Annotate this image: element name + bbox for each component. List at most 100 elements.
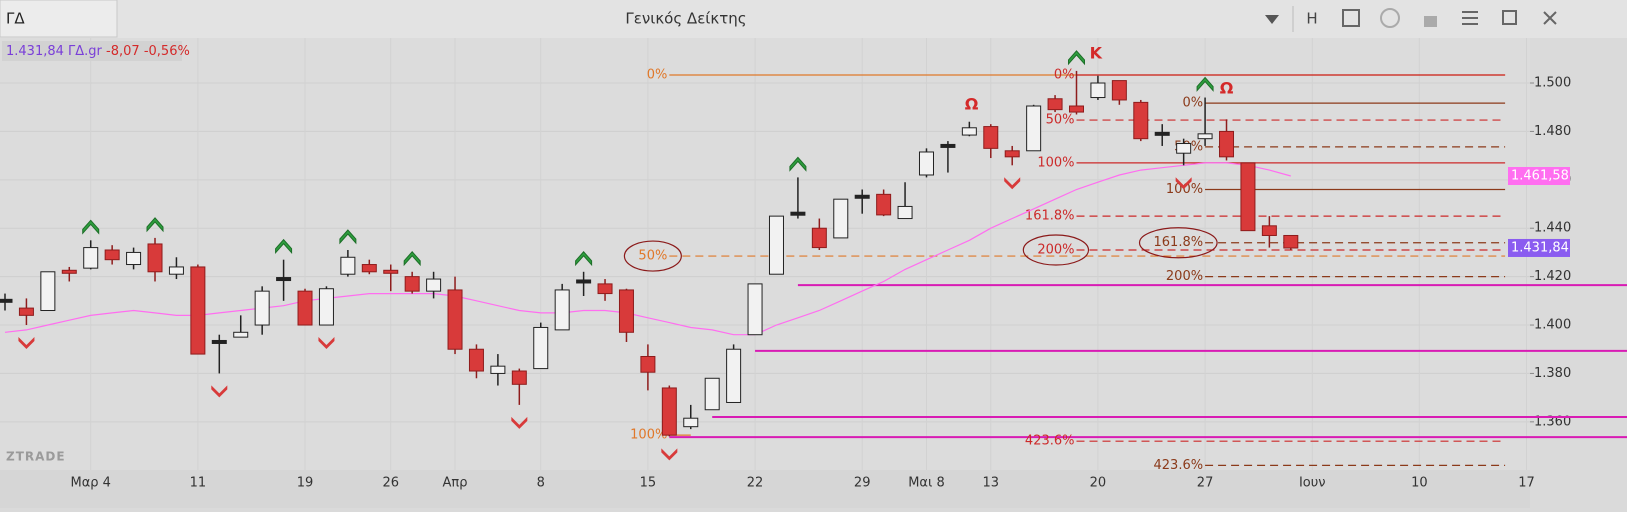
- x-tick-label: 22: [747, 476, 764, 491]
- candle-body: [1283, 234, 1299, 249]
- price-tag: [1508, 238, 1570, 257]
- fib-label: 161.8%: [1154, 235, 1204, 250]
- candle-body: [618, 289, 634, 333]
- comment-icon[interactable]: [1380, 8, 1400, 28]
- candle-body: [404, 276, 420, 292]
- candle-body: [918, 151, 934, 176]
- fib-label: 0%: [647, 68, 668, 83]
- candle-body: [276, 277, 292, 282]
- x-tick-label: 17: [1518, 476, 1535, 491]
- fib-label: 0%: [1054, 68, 1075, 83]
- candle-body: [126, 251, 142, 266]
- candle-body: [447, 289, 463, 350]
- candle-body: [61, 269, 77, 274]
- signal-down: [661, 448, 678, 461]
- quote-price: 1.431,84: [6, 44, 64, 59]
- candle-body: [0, 298, 13, 303]
- candle-body: [104, 249, 120, 261]
- toolbar: [0, 0, 1627, 38]
- candle-body: [511, 370, 527, 385]
- fib-label: 0%: [1182, 96, 1203, 111]
- fib-circle: [1022, 234, 1090, 266]
- fib-label: 200%: [1166, 269, 1203, 284]
- candle-body: [361, 264, 377, 273]
- candle-body: [854, 194, 870, 199]
- candle-body: [1069, 105, 1084, 113]
- y-tick-label: 1.380: [1534, 366, 1571, 381]
- x-tick-label: 15: [640, 476, 657, 491]
- x-tick-label: 29: [854, 476, 871, 491]
- candle-body: [961, 127, 977, 136]
- y-tick-label: 1.500: [1534, 76, 1571, 91]
- close-icon[interactable]: [1543, 11, 1557, 25]
- candle-body: [254, 290, 270, 326]
- candle-body: [1090, 82, 1106, 99]
- fib-label: 161.8%: [1025, 209, 1075, 224]
- title: Γενικός Δείκτης: [625, 10, 746, 28]
- candle-body: [1219, 130, 1235, 158]
- fib-circle: [623, 240, 682, 272]
- candle-body: [1176, 143, 1192, 154]
- candle-body: [747, 283, 763, 336]
- moving-average: [4, 162, 1291, 336]
- candle-body: [297, 290, 313, 326]
- candle-body: [597, 283, 613, 295]
- signal-down: [318, 337, 335, 350]
- candle-body: [383, 269, 399, 274]
- fib-label: 423.6%: [1025, 434, 1075, 449]
- price-tag: [1508, 166, 1570, 185]
- x-tick-label: 26: [382, 476, 399, 491]
- candle-body: [211, 339, 227, 344]
- x-tick-label: 27: [1197, 476, 1214, 491]
- x-tick-label: Ιουν: [1299, 476, 1326, 491]
- price-axis: [1530, 38, 1627, 508]
- candle-body: [40, 271, 56, 312]
- fib-label: 100%: [630, 428, 667, 443]
- candle-body: [1111, 80, 1127, 101]
- fib-circle: [1138, 227, 1218, 259]
- candle-body: [683, 417, 699, 428]
- x-tick-label: 10: [1411, 476, 1428, 491]
- candle-body: [1133, 101, 1149, 140]
- fib-label: 50%: [1046, 113, 1075, 128]
- fib-label: 423.6%: [1154, 458, 1204, 473]
- candle-body: [168, 266, 184, 275]
- quote-name: ΓΔ.gr: [68, 44, 103, 59]
- candle-body: [1240, 162, 1256, 232]
- fib-label: 200%: [1037, 243, 1074, 258]
- x-tick-label: Μαρ 4: [70, 476, 110, 491]
- candle-body: [533, 326, 549, 370]
- y-tick-label: 1.440: [1534, 221, 1571, 236]
- dropdown[interactable]: [1265, 15, 1279, 24]
- candle-body: [811, 227, 827, 249]
- x-tick-label: Απρ: [443, 476, 468, 491]
- signal-up: [403, 251, 421, 267]
- menu-icon[interactable]: [1462, 11, 1478, 25]
- x-tick-label: 11: [190, 476, 207, 491]
- candle-body: [1261, 225, 1277, 236]
- signal-down: [211, 385, 228, 398]
- lock-icon[interactable]: [1424, 16, 1437, 27]
- candle-body: [704, 377, 720, 411]
- candle-body: [876, 193, 892, 216]
- candle-body: [726, 348, 742, 403]
- annotation: K: [1090, 43, 1103, 62]
- layout-icon[interactable]: [1342, 9, 1360, 27]
- quote-change-pct: -0,56%: [144, 44, 190, 59]
- time-axis: [0, 470, 1530, 508]
- candle-body: [18, 307, 34, 316]
- restore-icon[interactable]: [1502, 10, 1517, 25]
- annotation: Ω: [1220, 79, 1234, 98]
- y-tick-label: 1.420: [1534, 269, 1571, 284]
- watermark: ZTRADE: [6, 450, 66, 464]
- signal-down: [1004, 177, 1021, 190]
- x-tick-label: 13: [983, 476, 1000, 491]
- candle-body: [833, 198, 849, 239]
- symbol-input[interactable]: [0, 0, 118, 38]
- period-button[interactable]: H: [1306, 10, 1317, 28]
- signal-down: [511, 416, 528, 429]
- candle-body: [1197, 133, 1213, 140]
- fib-label: 100%: [1037, 155, 1074, 170]
